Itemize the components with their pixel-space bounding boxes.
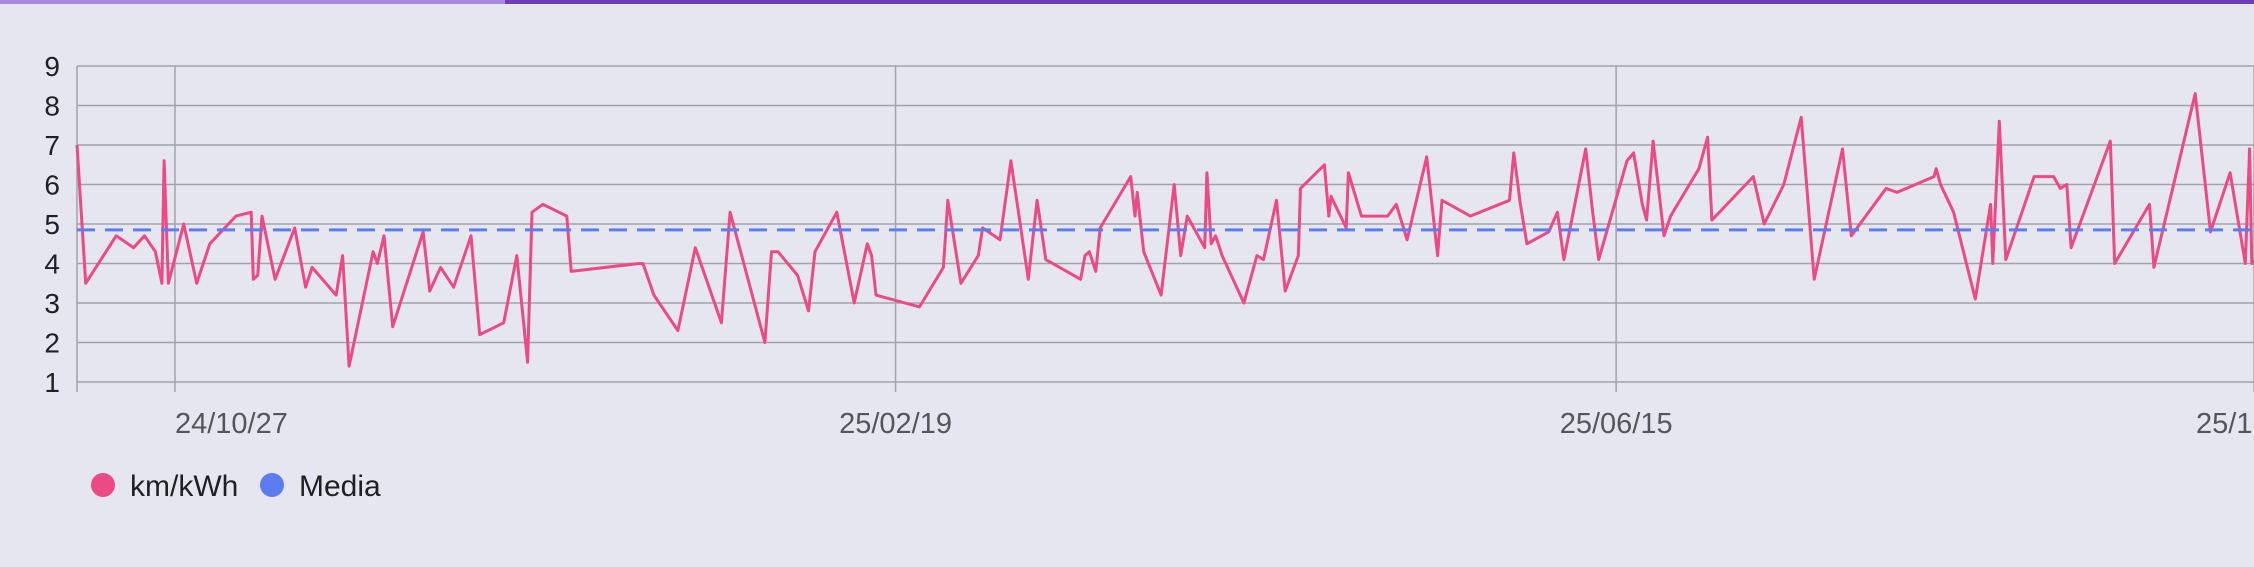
x-tick-label-2: 25/06/15 bbox=[1560, 408, 1673, 440]
legend-marker-1 bbox=[260, 473, 284, 497]
x-axis-ticks: 24/10/27 25/02/19 25/06/15 25/1 bbox=[175, 408, 2252, 440]
x-tick-label-1: 25/02/19 bbox=[839, 408, 952, 440]
y-tick-label-7: 7 bbox=[44, 130, 60, 161]
y-axis-ticks: 1 2 3 4 5 6 7 8 9 bbox=[44, 51, 60, 398]
legend-label-0: km/kWh bbox=[130, 470, 238, 503]
progress-bar-track bbox=[0, 0, 2254, 4]
y-tick-label-6: 6 bbox=[44, 170, 60, 201]
chart-series bbox=[75, 92, 2254, 368]
x-tick-label-0: 24/10/27 bbox=[175, 408, 288, 440]
y-tick-label-3: 3 bbox=[44, 288, 60, 319]
y-tick-label-1: 1 bbox=[44, 367, 60, 398]
legend-label-1: Media bbox=[299, 470, 381, 503]
y-tick-label-5: 5 bbox=[44, 209, 60, 240]
progress-bar-fill bbox=[0, 0, 505, 4]
legend-marker-0 bbox=[91, 473, 115, 497]
chart-legend: km/kWh Media bbox=[91, 470, 381, 503]
y-tick-label-8: 8 bbox=[44, 91, 60, 122]
y-tick-label-2: 2 bbox=[44, 328, 60, 359]
y-tick-label-4: 4 bbox=[44, 249, 60, 280]
series-line-kmkwh bbox=[75, 92, 2254, 368]
y-tick-label-9: 9 bbox=[44, 51, 60, 82]
x-tick-label-3: 25/1 bbox=[2196, 408, 2252, 440]
